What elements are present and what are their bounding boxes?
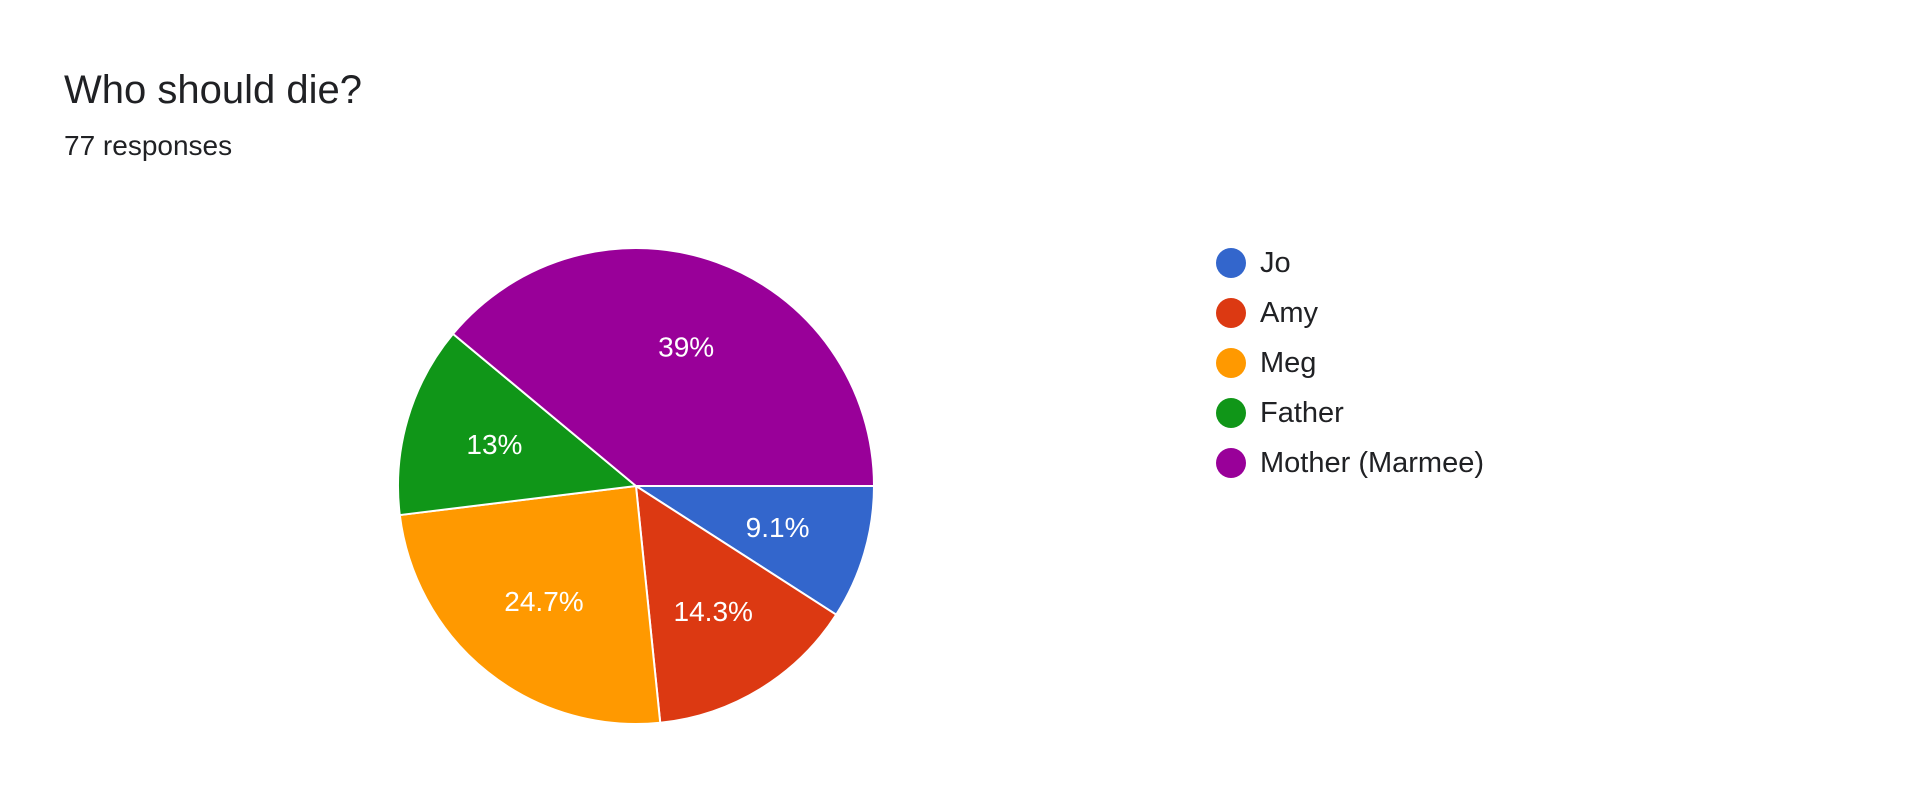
legend-label: Mother (Marmee) bbox=[1260, 447, 1484, 479]
legend-item[interactable]: Father bbox=[1216, 388, 1484, 438]
legend-label: Amy bbox=[1260, 297, 1318, 329]
slice-label: 39% bbox=[658, 332, 714, 363]
legend-label: Meg bbox=[1260, 347, 1317, 379]
pie-slice-amy[interactable] bbox=[634, 484, 838, 724]
legend-swatch bbox=[1216, 448, 1246, 478]
legend-label: Father bbox=[1260, 397, 1344, 429]
slice-label: 13% bbox=[466, 429, 522, 460]
legend-item[interactable]: Jo bbox=[1216, 238, 1484, 288]
pie-slice-meg[interactable] bbox=[398, 484, 662, 725]
pie-slice-mother-marmee[interactable] bbox=[451, 247, 876, 487]
slice-label: 14.3% bbox=[674, 596, 753, 627]
legend-label: Jo bbox=[1260, 247, 1291, 279]
legend-swatch bbox=[1216, 248, 1246, 278]
response-count: 77 responses bbox=[64, 130, 233, 161]
slice-label: 9.1% bbox=[746, 512, 810, 543]
legend-item[interactable]: Mother (Marmee) bbox=[1216, 438, 1484, 488]
pie-slice-jo[interactable] bbox=[632, 485, 876, 617]
slice-label: 24.7% bbox=[504, 586, 583, 617]
chart-legend: Jo Amy Meg Father Mother (Marmee) bbox=[1216, 238, 1484, 488]
legend-swatch bbox=[1216, 398, 1246, 428]
legend-item[interactable]: Meg bbox=[1216, 338, 1484, 388]
pie-slice-father[interactable] bbox=[397, 332, 639, 517]
page-title: Who should die? bbox=[64, 68, 362, 112]
legend-swatch bbox=[1216, 348, 1246, 378]
legend-item[interactable]: Amy bbox=[1216, 288, 1484, 338]
legend-swatch bbox=[1216, 298, 1246, 328]
